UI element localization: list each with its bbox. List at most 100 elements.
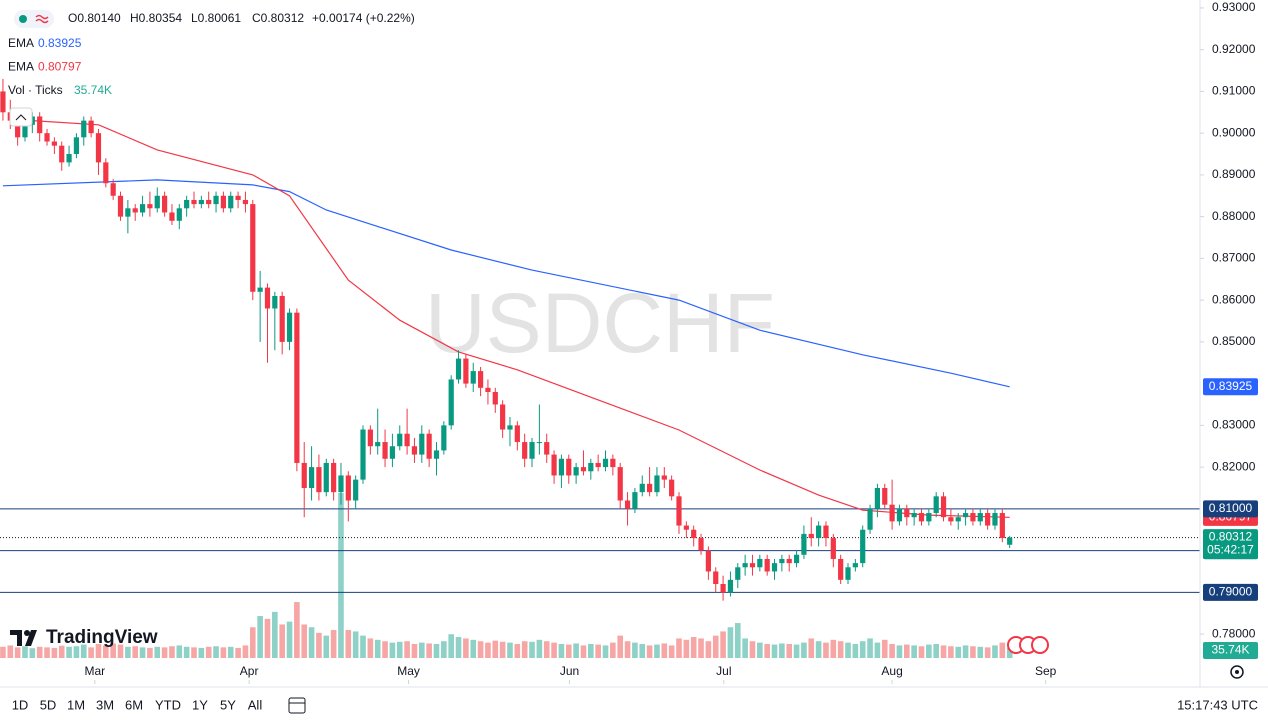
price-tag	[1203, 500, 1258, 518]
candle-body	[514, 425, 520, 443]
candle-body	[830, 538, 836, 559]
volume-bar	[51, 647, 58, 658]
volume-bar	[514, 644, 521, 658]
timeframe-button[interactable]: 5Y	[220, 697, 236, 712]
volume-bar	[771, 644, 778, 658]
candle-body	[933, 496, 939, 514]
volume-bar	[7, 645, 14, 658]
candle-body	[139, 204, 146, 213]
candle-body	[500, 404, 506, 430]
timeframe-button[interactable]: All	[248, 697, 263, 712]
candle-body	[301, 462, 307, 488]
candle-body	[404, 433, 410, 447]
volume-bar	[485, 642, 491, 658]
candle-body	[889, 504, 895, 522]
candle-body	[433, 450, 440, 459]
volume-bar	[845, 642, 851, 658]
ema-legend-value: 0.80797	[38, 60, 82, 74]
x-tick-label: Mar	[84, 664, 105, 678]
gear[interactable]	[1230, 665, 1244, 679]
candle-body	[801, 533, 807, 555]
volume-bar	[881, 639, 888, 658]
candle-body	[588, 462, 594, 472]
candle-body	[705, 550, 711, 572]
candle-body	[558, 458, 565, 476]
candle-body	[764, 558, 770, 572]
volume-bar	[36, 646, 43, 658]
event-flag[interactable]	[1031, 636, 1049, 654]
calendar-icon[interactable]	[288, 697, 306, 714]
price-tag-label: 0.83925	[1209, 379, 1253, 393]
timeframe-button[interactable]: 5D	[40, 697, 57, 712]
timeframe-button[interactable]: 1D	[12, 697, 29, 712]
candle-body	[698, 538, 704, 551]
timeframe-button[interactable]: 1M	[67, 697, 85, 712]
volume-bar	[22, 646, 28, 658]
volume-bar	[323, 635, 330, 658]
y-tick-label: 0.82000	[1212, 459, 1256, 473]
volume-bar	[661, 643, 668, 658]
volume-bar	[73, 646, 80, 658]
volume-bar	[595, 644, 601, 658]
candle-body	[713, 571, 719, 584]
volume-bar	[286, 621, 293, 658]
brand-logo: TradingView	[10, 627, 158, 648]
candle-body	[103, 162, 109, 184]
candle-body	[441, 425, 447, 451]
x-tick-label: Jun	[560, 664, 579, 678]
candle-body	[720, 583, 726, 593]
timeframe-button[interactable]: YTD	[155, 697, 181, 712]
brand-name: TradingView	[46, 627, 158, 648]
settings-icon[interactable]	[1230, 665, 1244, 679]
candle-body	[661, 475, 667, 480]
volume-legend-name: Vol · Ticks	[8, 83, 63, 97]
calendar[interactable]	[288, 697, 306, 714]
change: +0.00174 (+0.22%)	[312, 11, 415, 25]
volume-bar	[404, 641, 410, 658]
candle-body	[132, 208, 138, 213]
volume-bar	[154, 646, 161, 658]
candle-body	[0, 91, 6, 113]
volume-bar	[44, 647, 50, 658]
y-tick-label: 0.92000	[1212, 42, 1256, 56]
volume-bar	[779, 643, 785, 658]
volume-bar	[294, 602, 300, 658]
timeframe-button[interactable]: 3M	[96, 697, 114, 712]
candle-body	[602, 458, 609, 468]
candle-body	[154, 195, 160, 209]
volume	[0, 493, 1013, 658]
volume-bar	[632, 642, 638, 658]
candle-body	[389, 446, 396, 459]
volume-bar	[918, 646, 925, 658]
volume-bar	[977, 646, 984, 658]
volume-bar	[176, 645, 183, 658]
candle-body	[272, 295, 278, 309]
candle-body	[999, 513, 1005, 539]
candle-body	[860, 529, 866, 564]
candle-body	[345, 475, 351, 501]
candle-body	[206, 199, 212, 205]
candle-body	[51, 141, 57, 146]
candle-body	[676, 496, 682, 526]
volume-bar	[235, 647, 241, 658]
volume-bar	[411, 644, 418, 658]
volume-bar	[455, 637, 462, 658]
collapse-button[interactable]	[9, 107, 33, 127]
volume-bar	[14, 647, 21, 658]
volume-bar	[624, 641, 631, 658]
timeframe-button[interactable]: 6M	[125, 697, 143, 712]
ema-line	[2, 179, 1010, 388]
volume-bar	[801, 642, 807, 658]
volume-bar	[955, 646, 962, 658]
y-tick-label: 0.90000	[1212, 125, 1256, 139]
candle-body	[624, 500, 631, 509]
volume-bar	[470, 639, 477, 658]
gear-center	[1235, 670, 1239, 674]
volume-bar	[984, 647, 991, 658]
volume-bar	[419, 642, 425, 658]
candle-body	[286, 312, 293, 342]
timeframe-button[interactable]: 1Y	[192, 697, 208, 712]
y-tick-label: 0.88000	[1212, 209, 1256, 223]
candle-body	[727, 579, 734, 593]
volume-bar	[654, 644, 660, 658]
